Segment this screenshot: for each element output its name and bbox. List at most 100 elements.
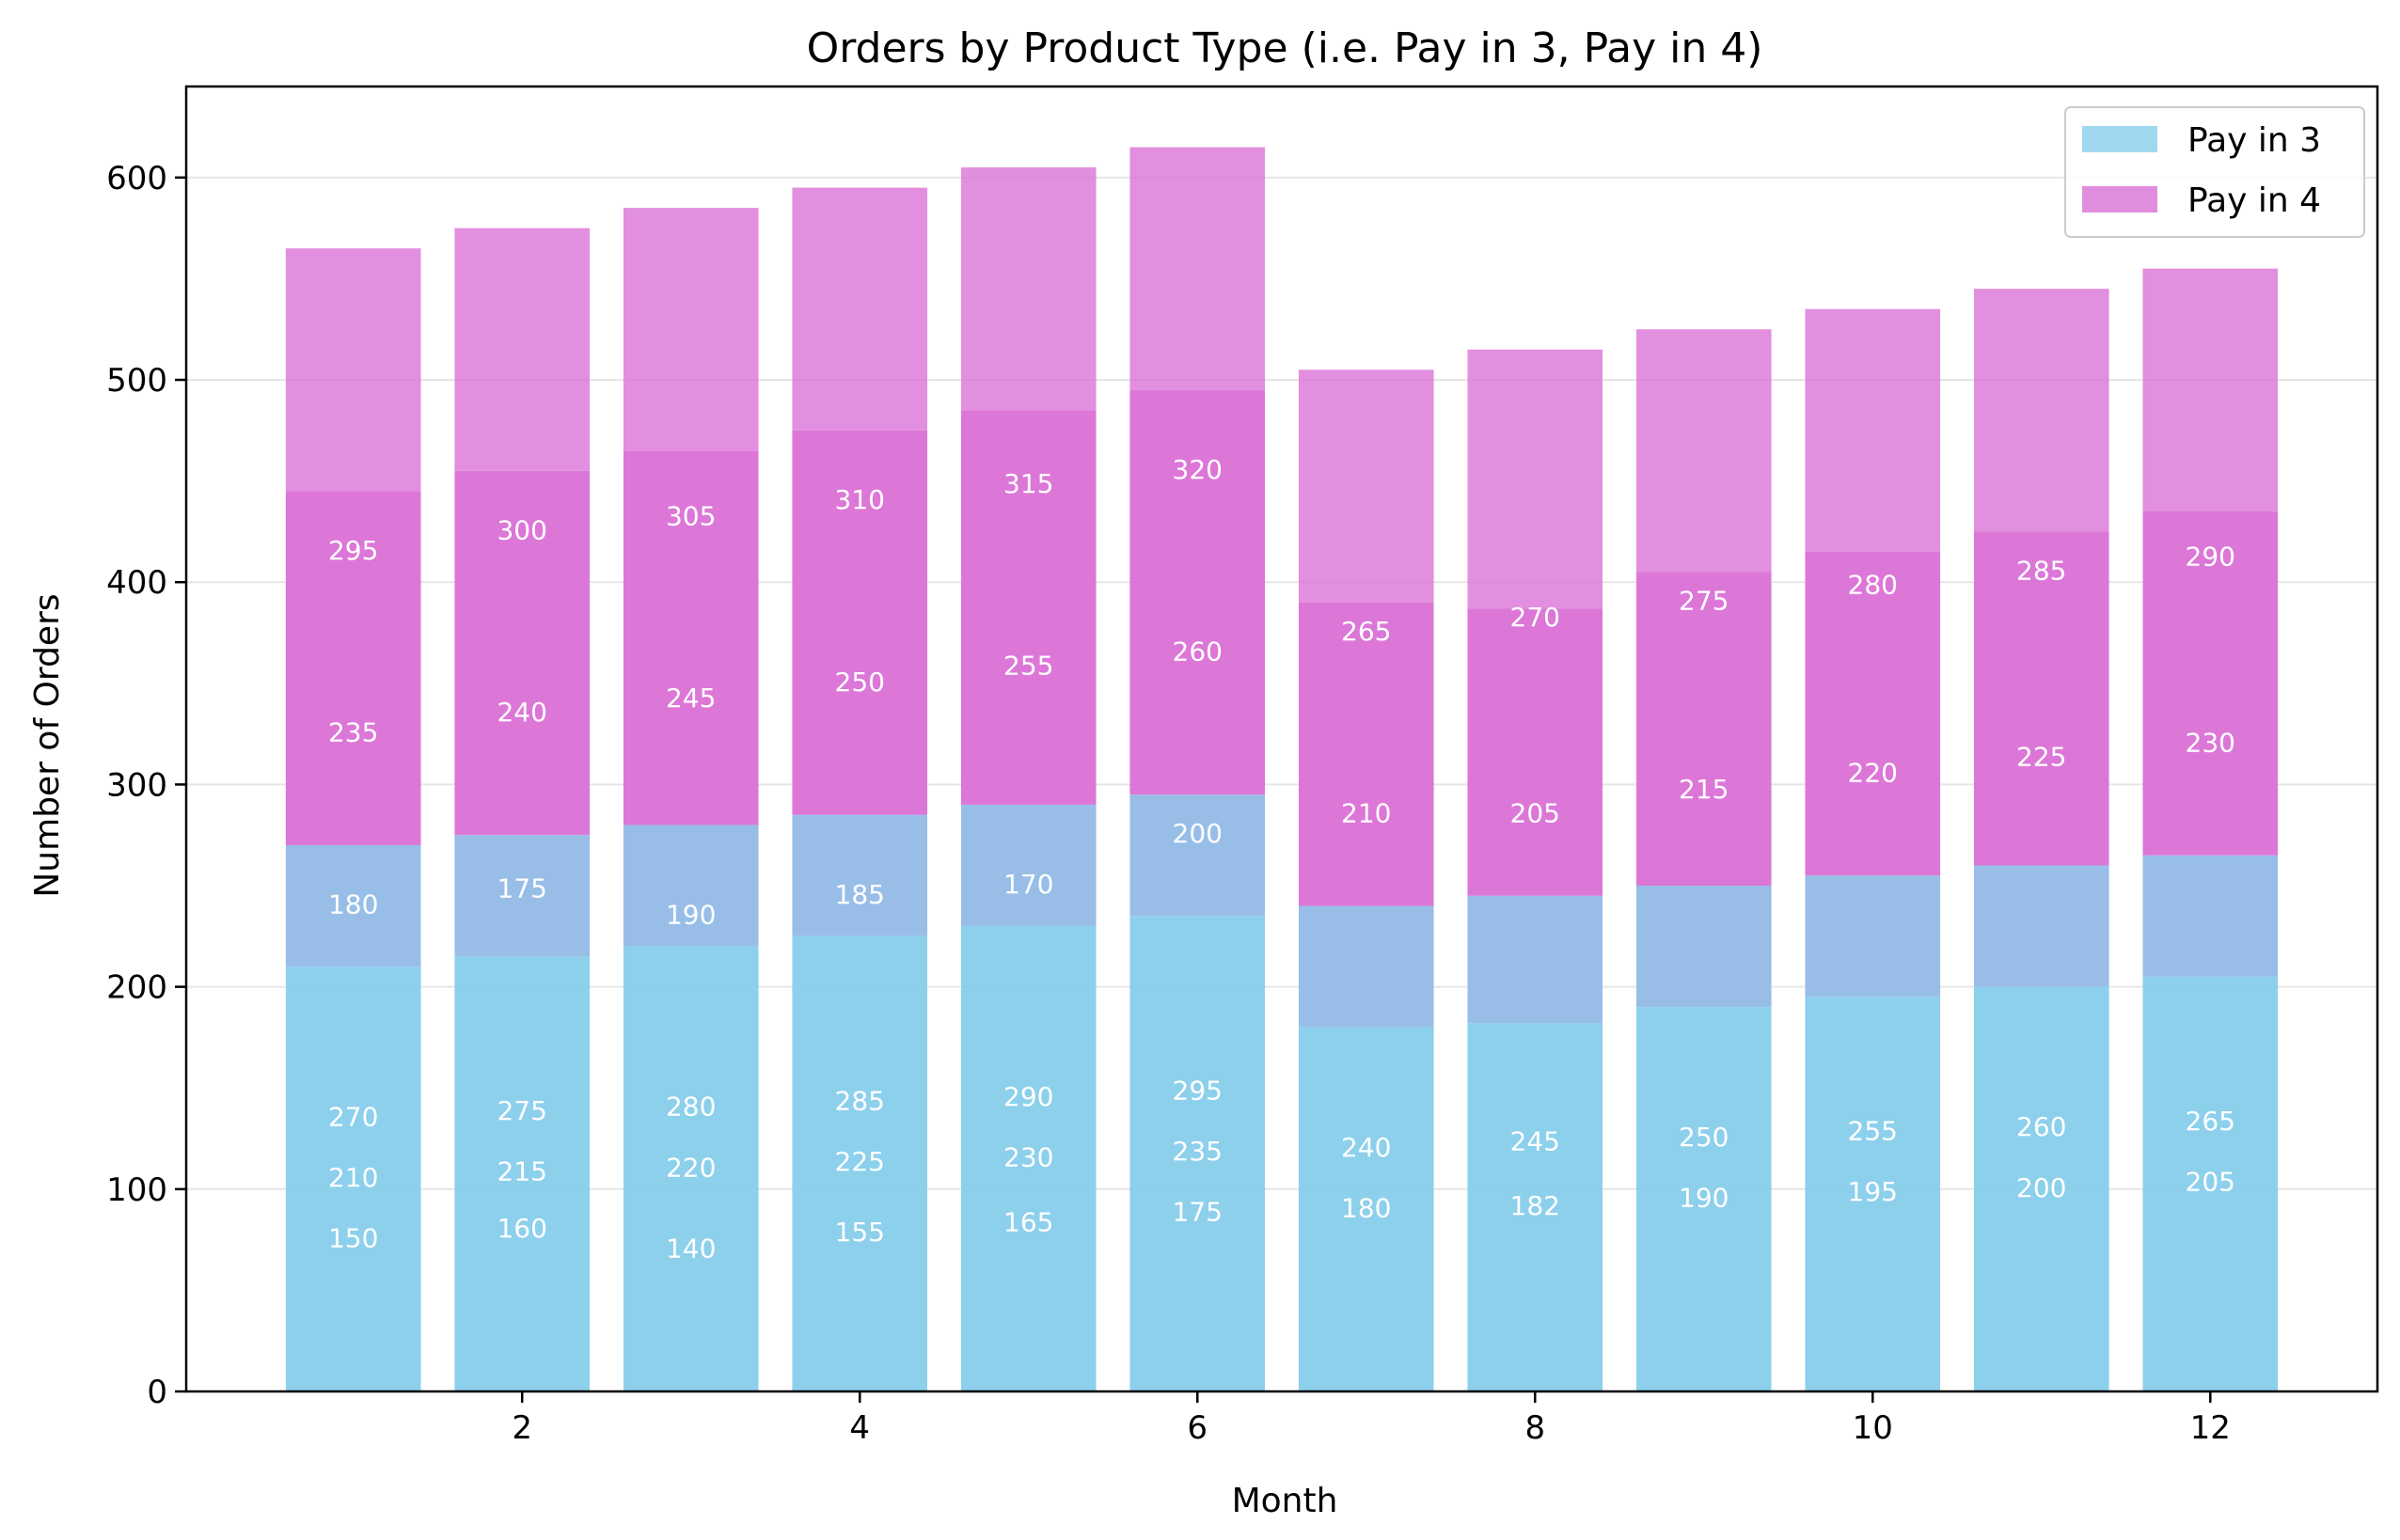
y-tick-label: 300 — [106, 766, 167, 804]
bar-label: 240 — [1341, 1132, 1391, 1163]
bar-pay-in-4-month-12 — [2142, 511, 2279, 856]
bar-pay-in-3-month-8 — [1467, 1023, 1603, 1391]
bar-label: 275 — [497, 1095, 546, 1126]
bar-label: 295 — [328, 535, 378, 566]
bar-pay-in-4-month-9 — [1635, 572, 1772, 887]
bar-label: 275 — [1679, 586, 1729, 617]
y-tick-label: 500 — [106, 362, 167, 400]
bar-label: 235 — [328, 717, 378, 748]
bar-label: 220 — [666, 1152, 716, 1183]
bar-label: 290 — [1003, 1081, 1053, 1112]
bar-label: 220 — [1848, 758, 1898, 789]
plot-frame — [184, 85, 2379, 1393]
bar-pay-in-4-month-8 — [1467, 608, 1603, 896]
bar-pay-in-3-month-5 — [960, 926, 1097, 1391]
y-axis-label: Number of Orders — [28, 593, 67, 897]
bar-pay-in-4-top-month-1 — [285, 248, 421, 492]
bar-label: 230 — [1003, 1142, 1053, 1173]
bar-label: 320 — [1173, 454, 1223, 485]
bar-pay-in-4-top-month-3 — [623, 208, 759, 451]
bar-label: 270 — [328, 1101, 378, 1132]
bar-label: 280 — [1848, 570, 1898, 601]
bar-pay-in-3-month-1 — [285, 966, 421, 1391]
bar-overlap-month-4 — [792, 814, 928, 936]
bar-pay-in-4-top-month-4 — [792, 187, 928, 431]
bar-pay-in-4-top-month-9 — [1635, 329, 1772, 573]
bar-pay-in-4-month-4 — [792, 430, 928, 815]
bar-overlap-month-7 — [1298, 905, 1434, 1028]
x-tick-label: 10 — [1853, 1409, 1893, 1447]
legend-swatch-pay-in-4 — [2082, 186, 2157, 212]
bar-overlap-month-12 — [2142, 855, 2279, 977]
bar-pay-in-3-month-7 — [1298, 1027, 1434, 1391]
bar-pay-in-4-top-month-11 — [1973, 289, 2109, 532]
bar-pay-in-4-month-5 — [960, 410, 1097, 805]
bar-label: 175 — [497, 872, 546, 904]
x-tick-label: 6 — [1187, 1409, 1208, 1447]
bar-labels: 150 210 270 180 235 295 160 215 275 175 240 300 140 2… — [328, 454, 2235, 1264]
bar-label: 205 — [2186, 1166, 2235, 1197]
bar-label: 260 — [1173, 636, 1223, 668]
bar-label: 195 — [1848, 1176, 1898, 1207]
bar-label: 215 — [497, 1156, 546, 1187]
bar-label: 240 — [497, 697, 546, 728]
bar-label: 205 — [1510, 798, 1560, 829]
bar-label: 230 — [2186, 727, 2235, 758]
bar-pay-in-3-month-3 — [623, 946, 759, 1391]
bar-pay-in-4-month-10 — [1805, 551, 1941, 876]
bar-label: 200 — [2016, 1172, 2066, 1203]
legend-label-pay-in-4: Pay in 4 — [2187, 181, 2321, 220]
y-tick-label: 400 — [106, 564, 167, 602]
bar-label: 160 — [497, 1213, 546, 1244]
bar-overlap-month-8 — [1467, 895, 1603, 1024]
bar-overlap-month-11 — [1973, 865, 2109, 987]
bar-pay-in-3-month-10 — [1805, 997, 1941, 1391]
bar-label: 260 — [2016, 1111, 2066, 1142]
bar-pay-in-4-top-month-7 — [1298, 369, 1434, 603]
bar-pay-in-4-top-month-2 — [454, 228, 591, 471]
bar-label: 295 — [1173, 1076, 1223, 1107]
y-tick-label: 600 — [106, 160, 167, 197]
bar-label: 210 — [328, 1162, 378, 1193]
bar-label: 285 — [2016, 555, 2066, 586]
bar-label: 200 — [1173, 818, 1223, 849]
bar-overlap-month-9 — [1635, 886, 1772, 1008]
bar-label: 245 — [666, 683, 716, 714]
bar-label: 265 — [2186, 1106, 2235, 1137]
x-axis-label: Month — [1232, 1482, 1338, 1520]
bar-overlap-month-2 — [454, 835, 591, 957]
axes: 0 100 200 300 400 500 600 2 4 6 8 10 12 — [106, 85, 2379, 1447]
bar-overlap-month-5 — [960, 804, 1097, 927]
bar-pay-in-3-month-12 — [2142, 976, 2279, 1391]
bar-overlap-month-6 — [1129, 794, 1266, 917]
bar-label: 250 — [835, 667, 885, 698]
bar-pay-in-3-month-2 — [454, 956, 591, 1391]
bar-label: 265 — [1341, 616, 1391, 647]
bar-pay-in-4-month-7 — [1298, 602, 1434, 906]
bar-label: 285 — [835, 1085, 885, 1116]
bar-label: 190 — [666, 899, 716, 930]
y-tick-label: 200 — [106, 969, 167, 1007]
bar-label: 175 — [1173, 1197, 1223, 1228]
bar-label: 225 — [835, 1146, 885, 1177]
bar-overlap-month-3 — [623, 825, 759, 947]
legend-label-pay-in-3: Pay in 3 — [2187, 121, 2321, 160]
bar-pay-in-3-month-9 — [1635, 1007, 1772, 1391]
bar-label: 170 — [1003, 869, 1053, 900]
bar-overlap-month-1 — [285, 844, 421, 967]
bar-label: 210 — [1341, 798, 1391, 829]
bar-label: 215 — [1679, 774, 1729, 805]
bar-label: 150 — [328, 1223, 378, 1254]
bar-pay-in-3-month-6 — [1129, 916, 1266, 1391]
x-tick-label: 12 — [2190, 1409, 2231, 1447]
x-tick-label: 4 — [849, 1409, 870, 1447]
bar-label: 185 — [835, 879, 885, 910]
y-tick-label: 100 — [106, 1171, 167, 1209]
bar-label: 310 — [835, 484, 885, 515]
bar-pay-in-3-month-4 — [792, 935, 928, 1391]
bar-pay-in-4-top-month-8 — [1467, 349, 1603, 609]
y-tick-label: 0 — [147, 1374, 167, 1411]
bar-pay-in-4-month-2 — [454, 470, 591, 836]
legend: Pay in 3 Pay in 4 — [2064, 106, 2365, 238]
